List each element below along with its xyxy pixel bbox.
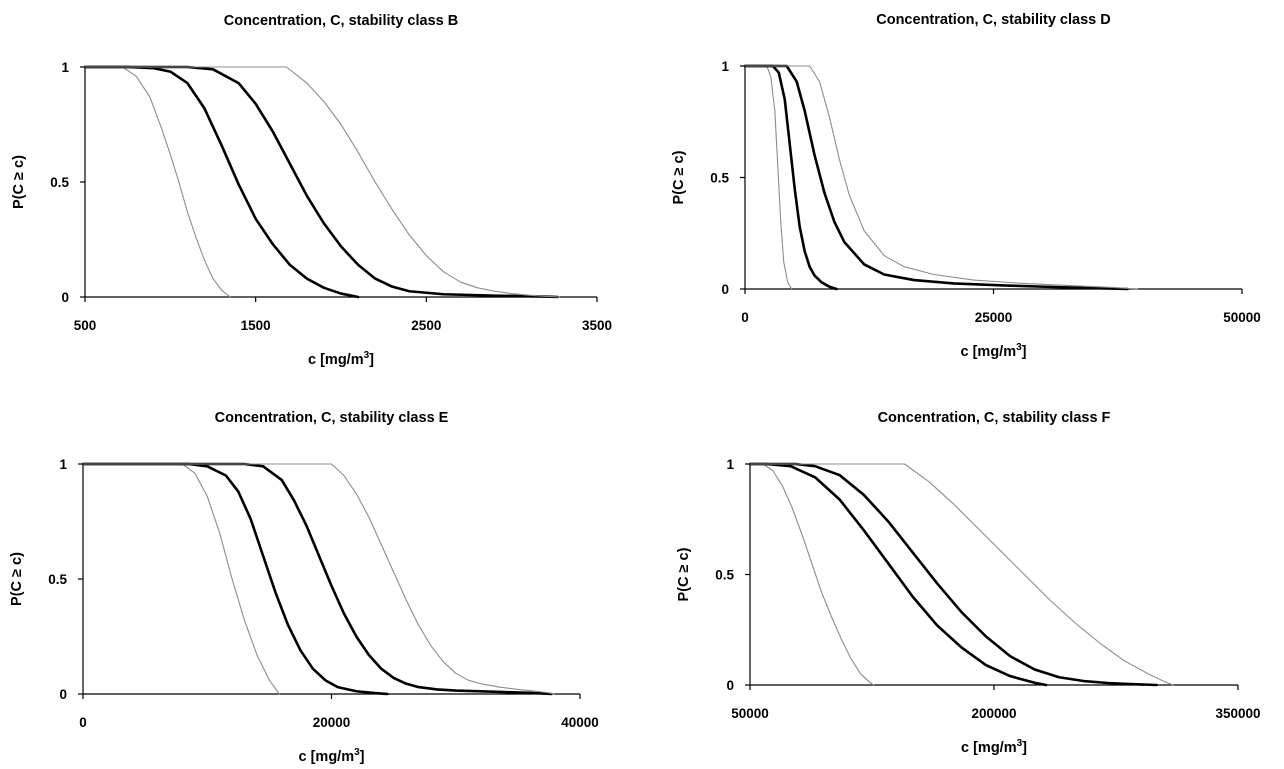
x-axis-label: c [mg/m3]: [308, 350, 374, 368]
y-tick-label: 1: [61, 60, 69, 75]
y-axis-label: P(C ≥ c): [9, 552, 25, 606]
x-axis-label-suffix: ]: [360, 749, 365, 765]
x-tick-label: 3500: [582, 318, 612, 333]
y-tick-label: 0.5: [50, 175, 69, 190]
x-tick-label: 0: [741, 310, 749, 325]
chart-panel-class-d: Concentration, C, stability class D 0 0.5 1…: [642, 0, 1284, 384]
series-line-central: [748, 462, 1048, 687]
x-tick-label: 40000: [561, 715, 599, 730]
chart-panel-class-b: Concentration, C, stability class B 0 0.5 1…: [0, 0, 642, 384]
x-axis-label-superscript: 3: [364, 350, 370, 361]
series-line-bound: [749, 463, 875, 686]
y-axis-label: P(C ≥ c): [671, 150, 687, 204]
series-line-bound: [84, 66, 231, 298]
x-axis-label-text: c [mg/m: [308, 352, 364, 368]
y-tick-label: 0.5: [715, 568, 734, 583]
series-line-bound: [749, 463, 1174, 686]
series-line-bound: [82, 463, 555, 695]
series-line-central: [743, 64, 1129, 291]
x-axis-label-text: c [mg/m: [961, 740, 1017, 756]
x-tick-label: 200000: [971, 706, 1016, 721]
y-tick-label: 1: [721, 59, 729, 74]
chart-title: Concentration, C, stability class F: [878, 410, 1111, 426]
y-tick-label: 0: [721, 282, 729, 297]
chart-panel-class-e: Concentration, C, stability class E 0 0.5 1…: [0, 384, 642, 768]
x-axis-label: c [mg/m3]: [961, 738, 1027, 756]
x-tick-label: 1500: [241, 318, 271, 333]
x-axis-label: c [mg/m3]: [961, 342, 1027, 360]
y-tick-label: 1: [59, 457, 67, 472]
series-line-central: [81, 462, 389, 696]
y-tick-label: 0: [61, 290, 69, 305]
series-line-central: [83, 65, 560, 299]
y-tick-label: 1: [726, 457, 734, 472]
chart-e: Concentration, C, stability class E 0 0.5 1…: [9, 410, 599, 765]
chart-title: Concentration, C, stability class B: [224, 13, 458, 29]
x-axis-label-suffix: ]: [1022, 740, 1027, 756]
x-tick-label: 0: [79, 715, 87, 730]
x-tick-label: 350000: [1215, 706, 1260, 721]
chart-title: Concentration, C, stability class E: [215, 410, 449, 426]
y-tick-label: 0: [59, 687, 67, 702]
series-line-central: [83, 65, 360, 299]
x-tick-label: 20000: [313, 715, 351, 730]
y-tick-label: 0.5: [710, 171, 729, 186]
series-line-central: [743, 64, 838, 291]
chart-title: Concentration, C, stability class D: [876, 12, 1110, 28]
x-tick-label: 25000: [975, 310, 1013, 325]
chart-b: Concentration, C, stability class B 0 0.5 1…: [11, 13, 612, 368]
y-axis-label: P(C ≥ c): [11, 155, 27, 209]
x-axis-label-suffix: ]: [1022, 344, 1027, 360]
x-axis-label-text: c [mg/m: [961, 344, 1017, 360]
x-axis-label-suffix: ]: [369, 352, 374, 368]
x-axis-label-superscript: 3: [354, 747, 360, 758]
y-axis-label: P(C ≥ c): [676, 547, 692, 601]
x-tick-label: 500: [74, 318, 97, 333]
chart-panel-class-f: Concentration, C, stability class F 0 0.5 1…: [642, 384, 1284, 768]
series-line-central: [748, 462, 1158, 687]
x-tick-label: 50000: [731, 706, 769, 721]
x-tick-label: 2500: [411, 318, 441, 333]
chart-d: Concentration, C, stability class D 0 0.5 1…: [671, 12, 1261, 360]
series-line-bound: [84, 66, 560, 298]
x-tick-label: 50000: [1223, 310, 1261, 325]
x-axis-label-superscript: 3: [1017, 738, 1023, 749]
series-line-bound: [744, 65, 793, 290]
series-line-central: [81, 462, 553, 696]
x-axis-label-superscript: 3: [1016, 342, 1022, 353]
x-axis-label-text: c [mg/m: [299, 749, 355, 765]
y-tick-label: 0.5: [48, 572, 67, 587]
x-axis-label: c [mg/m3]: [299, 747, 365, 765]
series-line-bound: [82, 463, 280, 695]
series-line-bound: [744, 65, 1139, 290]
chart-f: Concentration, C, stability class F 0 0.5 1…: [676, 410, 1261, 756]
y-tick-label: 0: [726, 678, 734, 693]
